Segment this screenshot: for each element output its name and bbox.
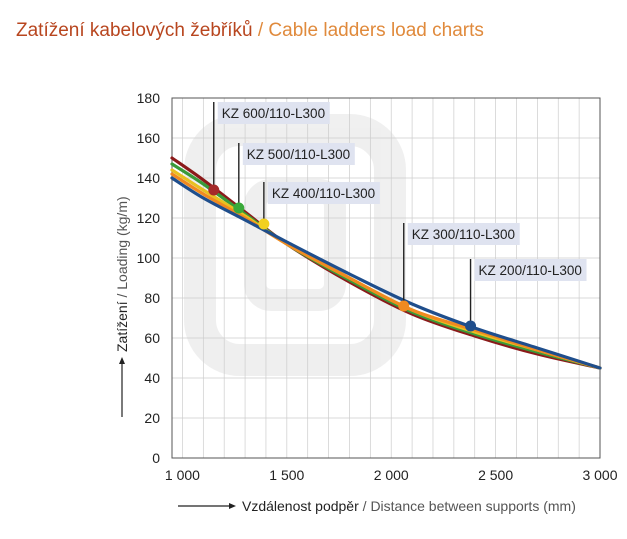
annotation-label-0: KZ 600/110-L300: [222, 106, 325, 121]
y-axis-title: Zatížení / Loading (kg/m): [114, 196, 130, 352]
y-tick-label: 180: [137, 90, 161, 106]
annotation-label-1: KZ 500/110-L300: [247, 147, 350, 162]
x-tick-label: 1 000: [165, 467, 200, 483]
series-lines: [170, 156, 602, 370]
x-tick-label: 3 000: [582, 467, 617, 483]
x-axis-title: Vzdálenost podpěr / Distance between sup…: [242, 498, 576, 514]
x-tick-label: 2 000: [374, 467, 409, 483]
x-axis-label: Vzdálenost podpěr / Distance between sup…: [178, 498, 576, 514]
x-label-sep: /: [359, 498, 371, 514]
series-marker-4: [465, 320, 477, 332]
y-tick-label: 0: [152, 450, 160, 466]
annotation-label-3: KZ 300/110-L300: [412, 227, 515, 242]
series-line-0: [170, 156, 602, 370]
y-tick-label: 40: [144, 370, 160, 386]
series-marker-1: [233, 202, 245, 214]
y-label-sep: /: [114, 290, 130, 302]
annotations: KZ 600/110-L300 KZ 500/110-L300 KZ 400/110…: [213, 102, 587, 326]
title-separator: /: [252, 20, 269, 41]
y-tick-label: 80: [144, 290, 160, 306]
y-tick-label: 140: [137, 170, 161, 186]
y-tick-label: 120: [137, 210, 161, 226]
annotation-label-2: KZ 400/110-L300: [272, 186, 375, 201]
series-marker-3: [398, 300, 410, 312]
plot-frame: [171, 97, 601, 459]
x-axis-arrow-head: [229, 503, 236, 509]
series-line-3: [170, 172, 602, 370]
y-tick-labels: 0 20 40 60 80 100 120 140 160 180: [137, 90, 161, 466]
y-axis-arrow-head: [119, 357, 125, 364]
x-tick-label: 2 500: [478, 467, 513, 483]
x-tick-label: 1 500: [269, 467, 304, 483]
title-en: Cable ladders load charts: [268, 20, 484, 41]
series-marker-0: [208, 184, 220, 196]
x-tick-labels: 1 000 1 500 2 000 2 500 3 000: [165, 467, 618, 483]
x-label-cz: Vzdálenost podpěr: [242, 498, 359, 514]
series-markers: [208, 184, 477, 332]
series-line-1: [170, 162, 602, 370]
x-label-en: Distance between supports (mm): [370, 498, 575, 514]
y-tick-label: 20: [144, 410, 160, 426]
y-label-cz: Zatížení: [114, 301, 130, 352]
chart-title: Zatížení kabelových žebříků / Cable ladd…: [16, 20, 484, 42]
annotation-box-1: [242, 143, 355, 165]
y-tick-label: 100: [137, 250, 161, 266]
series-line-4: [170, 176, 602, 370]
y-tick-label: 60: [144, 330, 160, 346]
y-label-en: Loading (kg/m): [114, 196, 130, 289]
annotation-label-4: KZ 200/110-L300: [479, 263, 582, 278]
annotation-box-0: [217, 102, 330, 124]
annotation-box-2: [267, 182, 380, 204]
y-tick-label: 160: [137, 130, 161, 146]
title-cz: Zatížení kabelových žebříků: [16, 20, 253, 41]
annotation-box-3: [407, 223, 520, 245]
series-marker-2: [258, 218, 270, 230]
y-axis-label: Zatížení / Loading (kg/m): [114, 196, 130, 417]
annotation-box-4: [474, 259, 587, 281]
